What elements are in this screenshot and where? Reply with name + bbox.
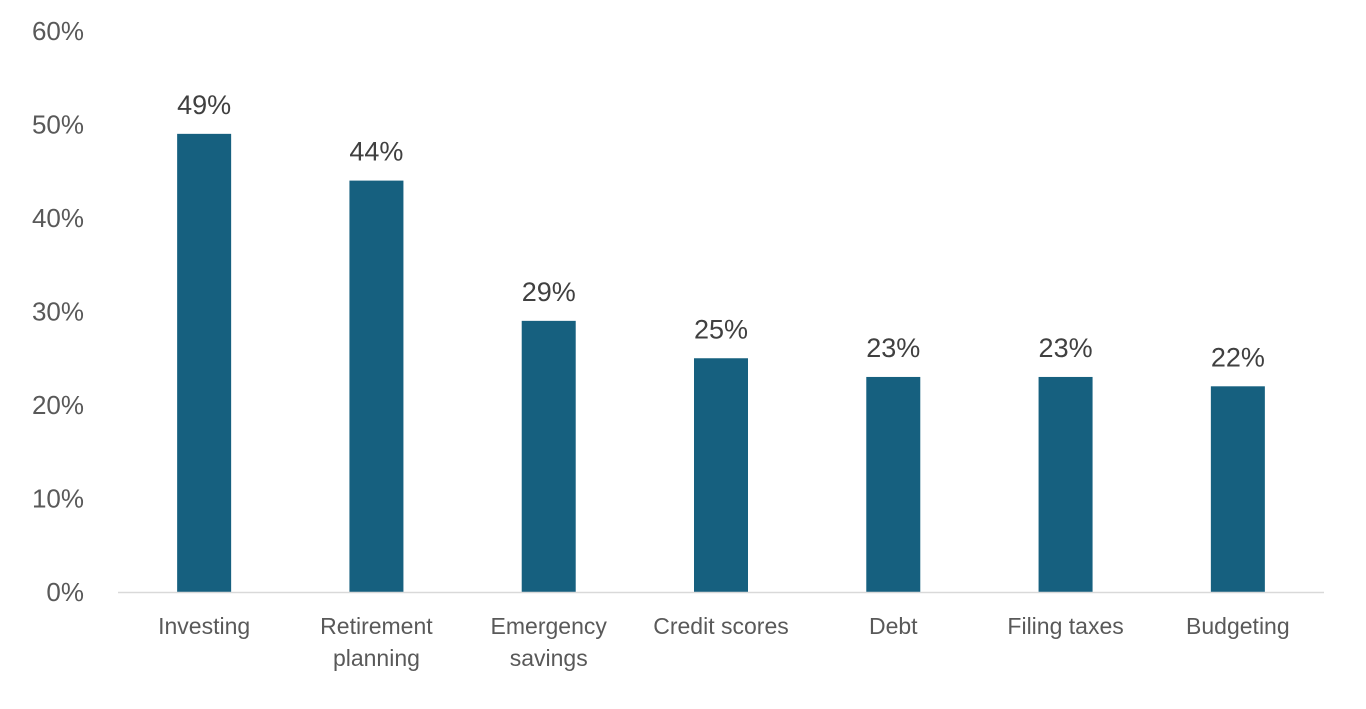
bar <box>349 180 404 592</box>
x-tick-label: Credit scores <box>653 613 788 639</box>
bar <box>866 376 921 592</box>
y-axis: 0% 10% 20% 30% 40% 50% 60% <box>32 16 84 607</box>
bar <box>1038 376 1093 592</box>
bar <box>694 358 748 592</box>
bar <box>521 320 576 592</box>
bars <box>177 133 1265 592</box>
x-tick-label: Retirement planning <box>320 613 433 671</box>
data-label: 49% <box>177 90 231 120</box>
data-label: 29% <box>522 277 576 307</box>
x-tick-label-line: Filing taxes <box>1007 613 1123 639</box>
x-axis: Investing Retirement planning Emergency savi… <box>158 613 1290 671</box>
x-tick-label-line: Debt <box>869 613 918 639</box>
y-tick-label: 0% <box>46 577 84 607</box>
x-tick-label-line: savings <box>510 645 588 671</box>
x-tick-label: Budgeting <box>1186 613 1290 639</box>
x-tick-label-line: Credit scores <box>653 613 788 639</box>
y-tick-label: 30% <box>32 297 84 327</box>
x-tick-label-line: Investing <box>158 613 250 639</box>
y-tick-label: 60% <box>32 16 84 46</box>
x-tick-label-line: Budgeting <box>1186 613 1290 639</box>
data-labels: 49% 44% 29% 25% 23% 23% 22% <box>177 90 1265 372</box>
bar <box>1210 386 1265 592</box>
x-tick-label: Emergency savings <box>491 613 608 671</box>
x-tick-label: Filing taxes <box>1007 613 1123 639</box>
data-label: 22% <box>1211 342 1265 372</box>
x-tick-label: Debt <box>869 613 918 639</box>
data-label: 44% <box>349 137 403 167</box>
data-label: 25% <box>694 314 748 344</box>
x-tick-label-line: planning <box>333 645 420 671</box>
x-tick-label-line: Emergency <box>491 613 608 639</box>
data-label: 23% <box>866 333 920 363</box>
y-tick-label: 40% <box>32 203 84 233</box>
x-tick-label: Investing <box>158 613 250 639</box>
y-tick-label: 10% <box>32 484 84 514</box>
y-tick-label: 20% <box>32 390 84 420</box>
y-tick-label: 50% <box>32 110 84 140</box>
data-label: 23% <box>1039 333 1093 363</box>
bar <box>177 133 232 592</box>
x-tick-label-line: Retirement <box>320 613 433 639</box>
